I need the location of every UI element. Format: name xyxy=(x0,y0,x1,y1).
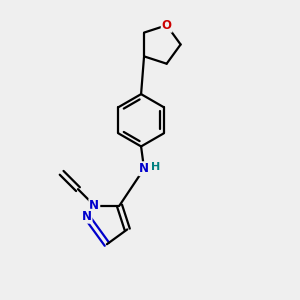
Text: N: N xyxy=(139,162,149,175)
Text: N: N xyxy=(82,210,92,223)
Text: O: O xyxy=(162,19,172,32)
Text: H: H xyxy=(151,162,160,172)
Text: N: N xyxy=(89,199,99,212)
